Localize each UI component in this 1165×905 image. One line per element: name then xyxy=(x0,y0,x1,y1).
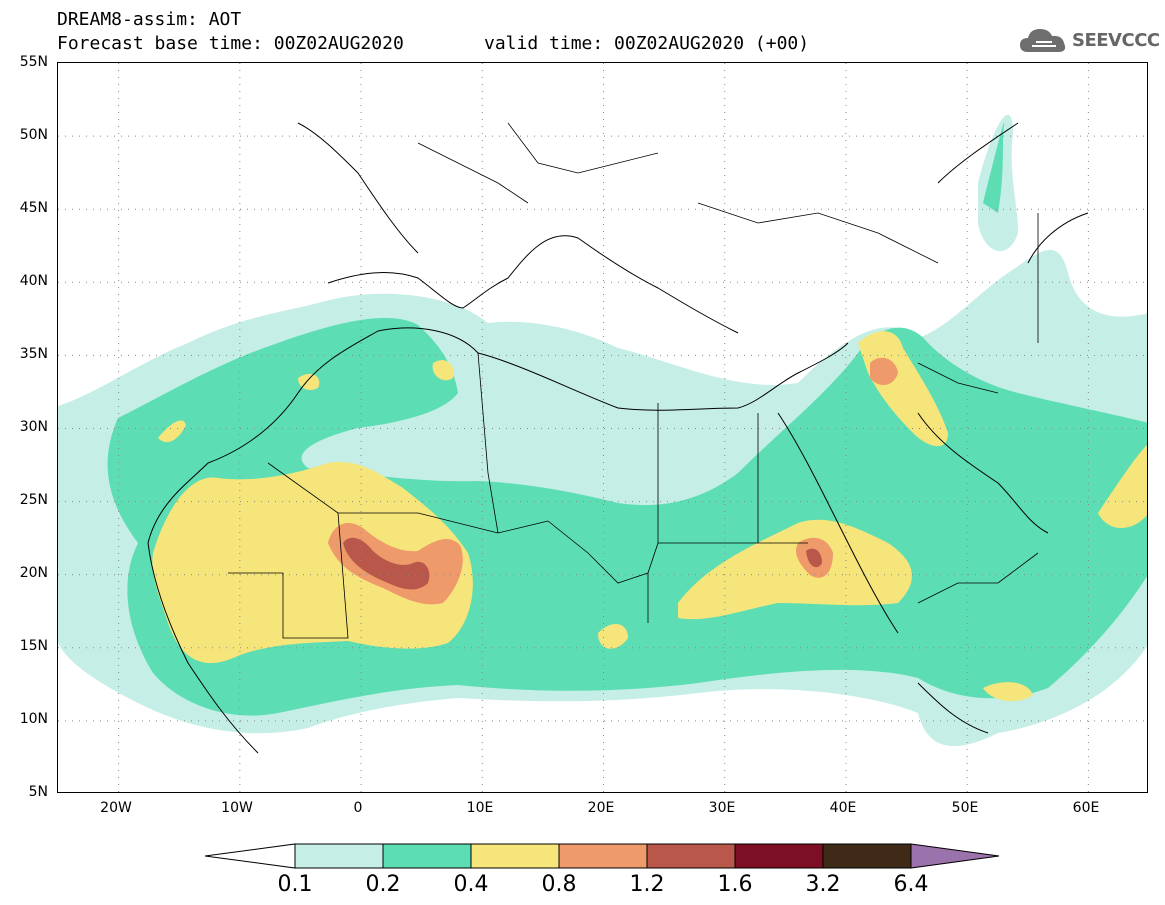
lat-label: 35N xyxy=(19,346,48,362)
lat-label: 15N xyxy=(19,638,48,654)
forecast-base-time: Forecast base time: 00Z02AUG2020 xyxy=(57,33,404,54)
aot-band-0.4-west xyxy=(152,462,473,664)
aot-band-0.4-somalia xyxy=(983,682,1033,702)
colorbar-segment xyxy=(822,843,912,869)
aot-band-0.4-arabia-east xyxy=(1098,445,1147,528)
map-panel xyxy=(57,62,1148,793)
colorbar-segment xyxy=(734,843,824,869)
cloud-icon xyxy=(1020,29,1066,52)
colorbar-label: 0.2 xyxy=(365,872,401,897)
aot-band-0.4-east xyxy=(678,519,912,620)
lat-label: 20N xyxy=(19,565,48,581)
lat-label: 25N xyxy=(19,492,48,508)
lon-label: 30E xyxy=(708,800,736,816)
coastlines xyxy=(147,122,1089,754)
lon-label: 10E xyxy=(466,800,494,816)
aot-map xyxy=(58,63,1147,792)
gridlines xyxy=(58,63,1147,792)
map-title: DREAM8-assim: AOT xyxy=(57,9,242,30)
colorbar-segment xyxy=(646,843,736,869)
aot-band-0.2-north xyxy=(983,122,1005,213)
country-borders xyxy=(228,122,1039,639)
colorbar-segment xyxy=(294,843,384,869)
colorbar-segment xyxy=(470,843,560,869)
colorbar-label: 1.6 xyxy=(717,872,753,897)
aot-band-1.2-sudan xyxy=(806,548,822,568)
valid-time: valid time: 00Z02AUG2020 (+00) xyxy=(484,33,810,54)
colorbar-segment xyxy=(558,843,648,869)
colorbar-segment-under xyxy=(205,843,296,869)
colorbar-label: 0.1 xyxy=(277,872,313,897)
lon-label: 60E xyxy=(1072,800,1100,816)
lat-label: 45N xyxy=(19,200,48,216)
lat-label: 55N xyxy=(19,54,48,70)
aot-band-1.2 xyxy=(343,537,430,590)
aot-band-0.4-spot4 xyxy=(158,420,186,443)
colorbar-label: 0.4 xyxy=(453,872,489,897)
colorbar-label: 0.8 xyxy=(541,872,577,897)
lat-label: 5N xyxy=(28,784,48,800)
colorbar xyxy=(205,843,1000,869)
lon-label: 40E xyxy=(829,800,857,816)
aot-band-0.1-caspian xyxy=(983,312,1028,347)
lat-label: 10N xyxy=(19,711,48,727)
colorbar-segment-over xyxy=(910,843,1000,869)
lon-label: 0 xyxy=(353,800,363,816)
logo-text: SEEVCCC xyxy=(1072,30,1160,51)
aot-band-0.4-spot3 xyxy=(432,360,454,381)
aot-band-0.8-iraq xyxy=(870,357,898,385)
lat-label: 50N xyxy=(19,127,48,143)
colorbar-label: 1.2 xyxy=(629,872,665,897)
aot-band-0.4-spot1 xyxy=(598,623,628,649)
lon-label: 20W xyxy=(100,800,132,816)
lon-label: 50E xyxy=(951,800,979,816)
lat-label: 30N xyxy=(19,419,48,435)
seevccc-logo: SEEVCCC xyxy=(1018,24,1160,58)
colorbar-label: 3.2 xyxy=(805,872,841,897)
lon-label: 10W xyxy=(221,800,253,816)
colorbar-segment xyxy=(382,843,472,869)
lat-label: 40N xyxy=(19,273,48,289)
colorbar-label: 6.4 xyxy=(893,872,929,897)
lon-label: 20E xyxy=(587,800,615,816)
